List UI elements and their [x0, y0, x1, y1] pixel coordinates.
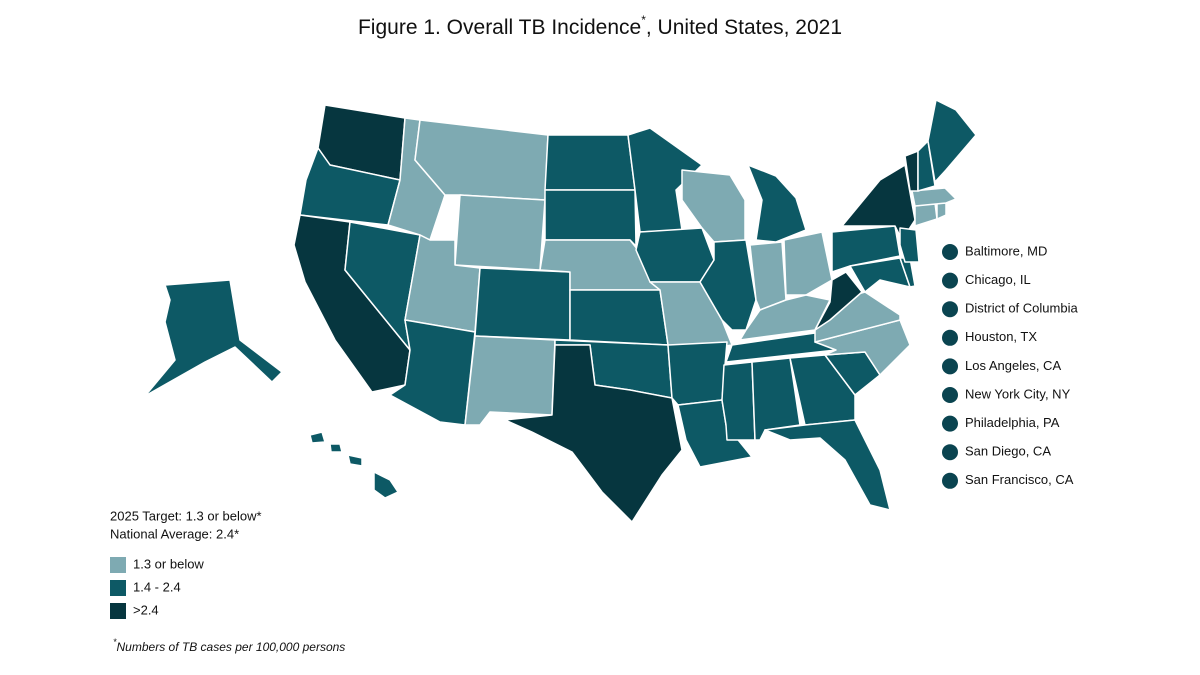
region	[544, 189, 637, 247]
regions	[144, 99, 977, 523]
region	[544, 134, 636, 191]
region	[849, 257, 911, 293]
region	[927, 99, 977, 183]
region	[309, 431, 399, 499]
city-dot	[942, 358, 958, 375]
region	[635, 227, 715, 283]
region	[749, 241, 787, 311]
note: National Average: 2.4*	[110, 526, 239, 541]
region	[144, 279, 283, 397]
legend-label: 1.4 - 2.4	[133, 579, 181, 594]
region	[474, 267, 571, 341]
title: Figure 1. Overall TB Incidence*, United …	[358, 13, 842, 38]
city-label: Philadelphia, PA	[965, 415, 1060, 430]
region	[789, 354, 856, 426]
city-dot	[942, 415, 958, 432]
city-dot	[942, 244, 958, 260]
region	[739, 294, 831, 341]
footnote-mark: *	[113, 637, 117, 647]
region	[899, 227, 920, 263]
legend-swatch	[110, 557, 126, 573]
city-dot	[942, 472, 958, 489]
region	[699, 239, 757, 331]
region	[721, 361, 756, 441]
region	[914, 202, 938, 227]
city-label: San Francisco, CA	[965, 472, 1074, 487]
city-label: Baltimore, MD	[965, 243, 1047, 258]
region	[569, 289, 669, 346]
region	[814, 319, 911, 376]
city-label: New York City, NY	[965, 386, 1071, 401]
title-text: Figure 1. Overall TB Incidence	[358, 16, 641, 39]
legend-label: 1.3 or below	[133, 556, 204, 571]
city-dot	[942, 387, 958, 403]
city-dot	[942, 329, 958, 346]
city-dot	[942, 301, 958, 318]
region	[764, 419, 891, 511]
city-label: Chicago, IL	[965, 272, 1031, 287]
title-rest: , United States, 2021	[646, 16, 842, 39]
region	[911, 187, 957, 207]
city-label: Los Angeles, CA	[965, 358, 1061, 373]
region	[917, 140, 936, 192]
legend-label: >2.4	[133, 602, 159, 617]
region	[936, 202, 947, 220]
legend-swatch	[110, 580, 126, 596]
city-label: San Diego, CA	[965, 444, 1051, 459]
region	[454, 194, 546, 271]
legend-swatch	[110, 603, 126, 619]
region	[504, 344, 683, 523]
region	[831, 225, 901, 273]
region	[747, 164, 807, 243]
region	[783, 231, 833, 296]
footnote-text: Numbers of TB cases per 100,000 persons	[117, 640, 346, 654]
region	[667, 341, 728, 406]
city-dot	[942, 444, 958, 461]
city-label: District of Columbia	[965, 301, 1078, 316]
city-label: Houston, TX	[965, 329, 1037, 344]
note: 2025 Target: 1.3 or below*	[110, 508, 262, 523]
city-dot	[942, 272, 958, 289]
region	[464, 335, 556, 426]
footnote: *Numbers of TB cases per 100,000 persons	[113, 637, 345, 654]
title-mark: *	[641, 13, 646, 27]
region	[814, 271, 863, 331]
region	[627, 127, 703, 233]
